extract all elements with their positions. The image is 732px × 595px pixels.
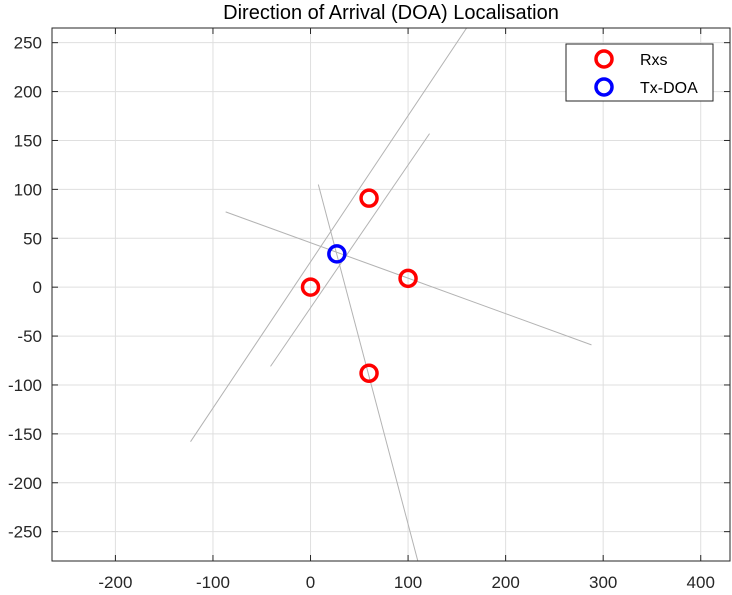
chart-title: Direction of Arrival (DOA) Localisation (223, 2, 559, 24)
markers (300, 188, 418, 383)
x-tick-label: 0 (306, 573, 315, 592)
legend-label-rxs: Rxs (640, 52, 668, 69)
legend-box (565, 43, 714, 102)
legend-marker-tx-doa (594, 77, 614, 97)
rxs-marker (300, 277, 321, 297)
y-tick-label: -100 (8, 376, 42, 395)
x-tick-label: 400 (687, 573, 715, 592)
rxs-marker (359, 363, 379, 383)
rxs-marker (398, 268, 418, 289)
y-tick-label: -150 (8, 425, 42, 444)
rxs-marker (359, 188, 379, 208)
tx-doa-marker (327, 244, 347, 264)
y-tick-label: 50 (23, 229, 42, 248)
x-tick-label: -100 (196, 573, 230, 592)
y-tick-label: 200 (14, 83, 42, 102)
doa-line (190, 28, 468, 442)
y-tick-label: -200 (8, 474, 42, 493)
y-tick-label: -250 (8, 523, 42, 542)
axes-box (51, 27, 731, 562)
doa-line (225, 211, 592, 346)
x-tick-label: 100 (394, 573, 422, 592)
legend-marker-rxs (594, 49, 614, 69)
grid (52, 28, 730, 561)
x-tick-label: -200 (98, 573, 132, 592)
x-tick-label: 200 (491, 573, 519, 592)
legend-label-tx-doa: Tx-DOA (640, 80, 698, 97)
y-tick-label: -50 (17, 327, 42, 346)
legend: Rxs Tx-DOA (565, 43, 714, 102)
y-tick-label: 250 (14, 34, 42, 53)
y-tick-label: 0 (33, 278, 42, 297)
x-tick-label: 300 (589, 573, 617, 592)
plot-area (52, 28, 730, 561)
y-tick-label: 100 (14, 180, 42, 199)
doa-line (270, 133, 430, 367)
ticks: -200 -100 0 100 200 300 400 -250 -200 -150 -100 -50… (8, 28, 730, 592)
y-tick-label: 150 (14, 131, 42, 150)
